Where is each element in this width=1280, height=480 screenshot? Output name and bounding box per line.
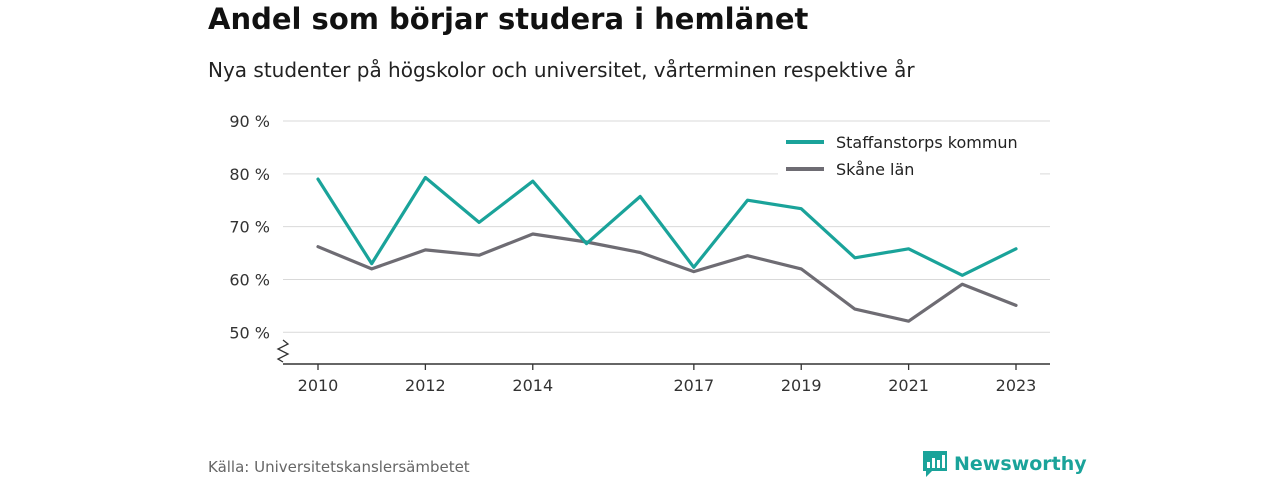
y-axis-ticks: 50 % 60 % 70 % 80 % 90 % [229,112,270,342]
x-axis: 2010 2012 2014 2017 2019 2021 2023 [276,339,1050,395]
source-note: Källa: Universitetskanslersämbetet [208,458,470,476]
x-tick-label: 2017 [673,376,714,395]
x-tick-label: 2012 [405,376,446,395]
y-tick-label: 70 % [229,218,270,237]
series-line [316,175,1018,277]
x-tick-label: 2021 [888,376,929,395]
legend-background [778,128,1040,180]
y-tick-label: 90 % [229,112,270,131]
x-tick-label: 2010 [298,376,339,395]
x-tick-label: 2019 [781,376,822,395]
y-tick-label: 80 % [229,165,270,184]
y-tick-label: 60 % [229,270,270,289]
x-tick-label: 2023 [996,376,1037,395]
brand-name: Newsworthy [954,453,1087,475]
y-tick-label: 50 % [229,323,270,342]
chart-subtitle: Nya studenter på högskolor och universit… [208,58,915,82]
bar-chart-logo-icon [923,451,947,477]
series-lines [316,175,1018,323]
legend-label: Staffanstorps kommun [836,133,1018,152]
chart-title: Andel som börjar studera i hemlänet [208,2,809,36]
legend: Staffanstorps kommun Skåne län [778,128,1040,180]
axis-break-icon [276,339,290,363]
brand-logo: Newsworthy [922,450,1087,478]
series-line [316,232,1018,323]
x-tick-label: 2014 [512,376,553,395]
legend-label: Skåne län [836,160,914,179]
